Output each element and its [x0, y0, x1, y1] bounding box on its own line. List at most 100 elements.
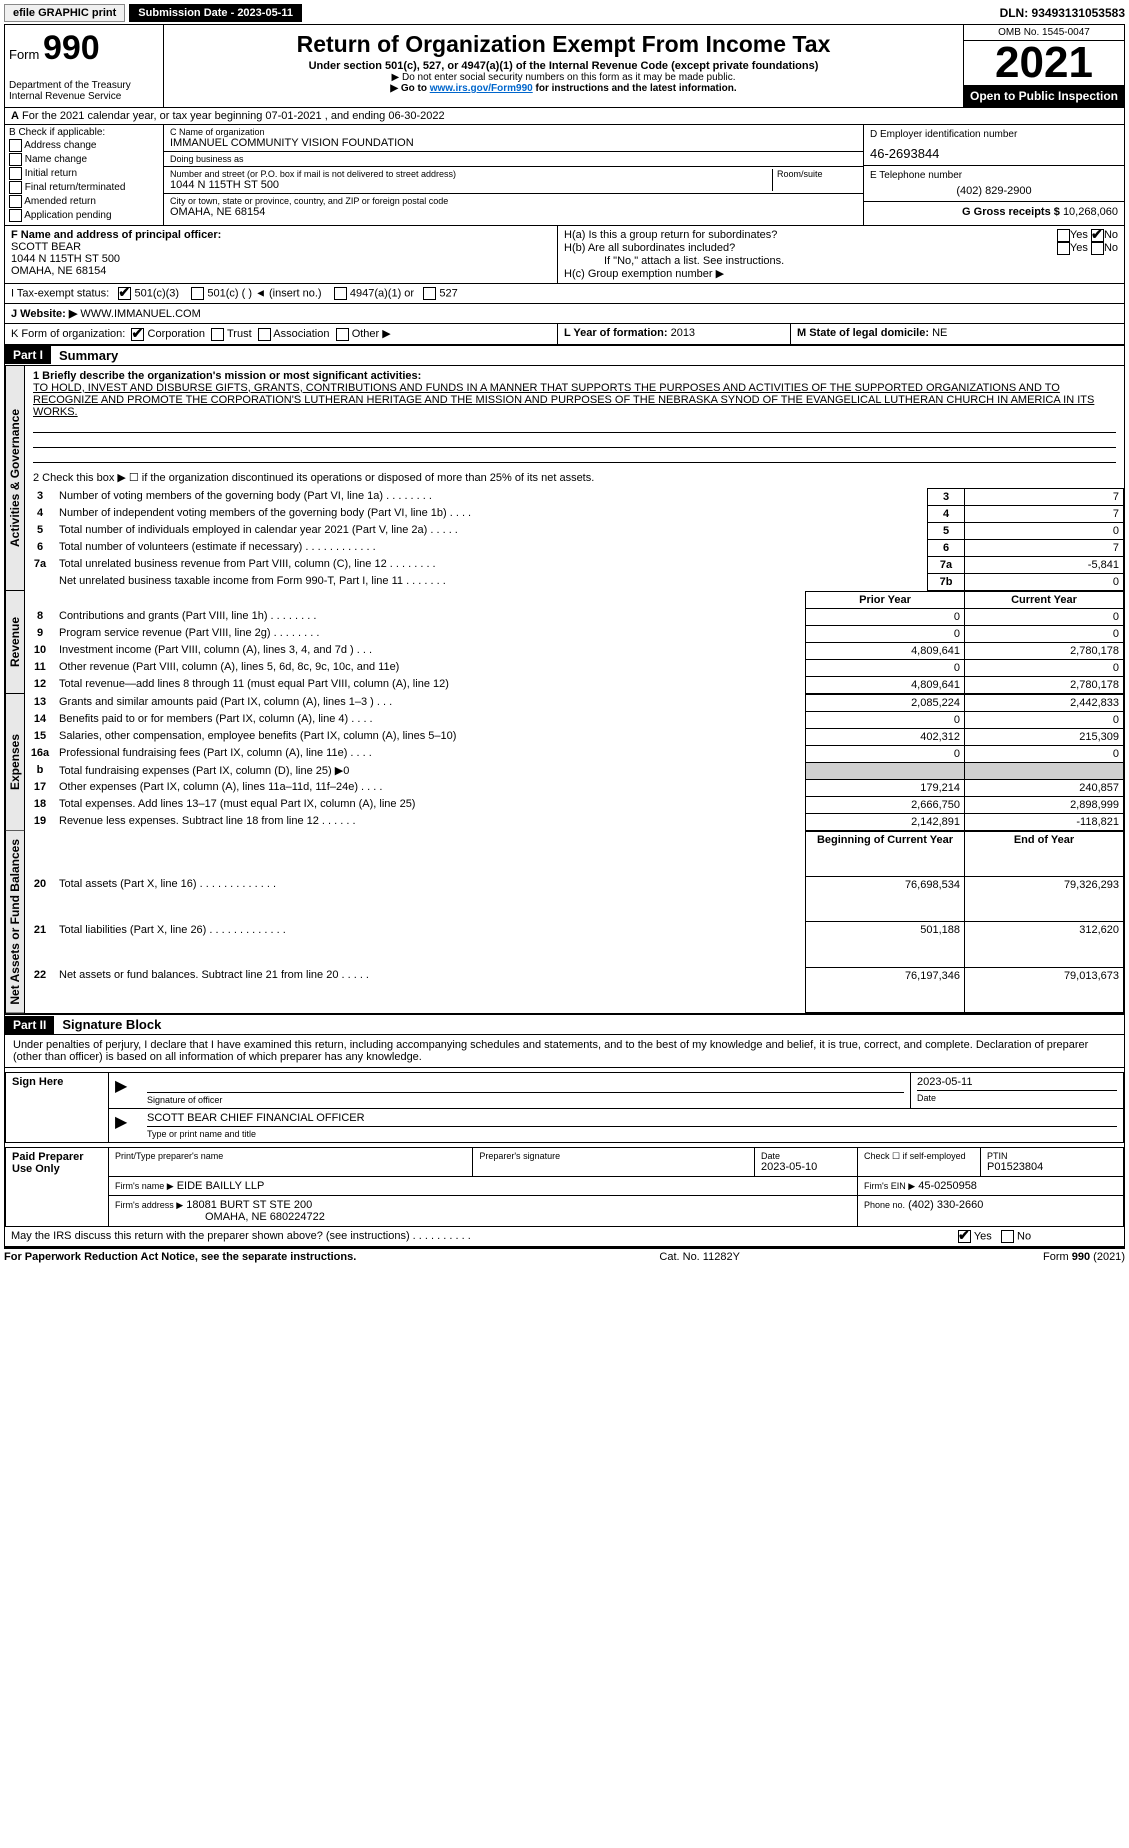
table-row: 10 Investment income (Part VIII, column …	[25, 642, 1124, 659]
subtitle-2a: ▶ Do not enter social security numbers o…	[172, 72, 955, 83]
website-value: WWW.IMMANUEL.COM	[80, 308, 200, 320]
checkbox-item[interactable]: Initial return	[9, 167, 159, 180]
tel-label: E Telephone number	[870, 170, 1118, 181]
table-row: 16a Professional fundraising fees (Part …	[25, 745, 1124, 762]
checkbox-item[interactable]: Application pending	[9, 209, 159, 222]
ha-yes: Yes	[1070, 229, 1088, 242]
prep-sig-label: Preparer's signature	[479, 1151, 748, 1161]
part1-body: Activities & Governance 1 Briefly descri…	[5, 366, 1124, 591]
table-row: b Total fundraising expenses (Part IX, c…	[25, 762, 1124, 779]
dba-label: Doing business as	[170, 154, 857, 164]
ein-label: D Employer identification number	[870, 129, 1118, 140]
501c3-checkbox[interactable]	[118, 287, 131, 300]
hb-yes-checkbox[interactable]	[1057, 242, 1070, 255]
firm-phone-label: Phone no.	[864, 1200, 905, 1210]
checkbox-item[interactable]: Name change	[9, 153, 159, 166]
form-id-box: Form 990 Department of the Treasury Inte…	[5, 25, 164, 107]
firm-addr-label: Firm's address ▶	[115, 1200, 183, 1210]
discuss-row: May the IRS discuss this return with the…	[5, 1227, 1124, 1248]
tax-status-label: I Tax-exempt status:	[11, 287, 109, 299]
dept-label: Department of the Treasury Internal Reve…	[9, 80, 159, 102]
hb-yes: Yes	[1070, 242, 1088, 255]
firm-phone: (402) 330-2660	[908, 1199, 983, 1211]
sign-date-label: Date	[917, 1093, 1117, 1103]
opt-other: Other ▶	[352, 328, 391, 340]
form-number: 990	[43, 29, 100, 67]
col-d-info: D Employer identification number 46-2693…	[863, 125, 1124, 225]
tab-expenses: Expenses	[5, 694, 25, 831]
discuss-yes-checkbox[interactable]	[958, 1230, 971, 1243]
mission-text: TO HOLD, INVEST AND DISBURSE GIFTS, GRAN…	[33, 382, 1116, 418]
row-a-period: A For the 2021 calendar year, or tax yea…	[5, 108, 1124, 125]
hb-no: No	[1104, 242, 1118, 255]
table-row: 9 Program service revenue (Part VIII, li…	[25, 625, 1124, 642]
prep-date-label: Date	[761, 1151, 851, 1161]
row-klm: K Form of organization: Corporation Trus…	[5, 324, 1124, 346]
other-checkbox[interactable]	[336, 328, 349, 341]
submission-date-button[interactable]: Submission Date - 2023-05-11	[129, 4, 302, 22]
firm-ein-label: Firm's EIN ▶	[864, 1181, 915, 1191]
ptin-label: PTIN	[987, 1151, 1117, 1161]
trust-checkbox[interactable]	[211, 328, 224, 341]
table-row: 4 Number of independent voting members o…	[25, 505, 1124, 522]
col-c-org-info: C Name of organization IMMANUEL COMMUNIT…	[164, 125, 863, 225]
table-row: 5 Total number of individuals employed i…	[25, 522, 1124, 539]
netassets-section: Net Assets or Fund Balances Beginning of…	[5, 831, 1124, 1016]
year-formation-label: L Year of formation:	[564, 327, 668, 339]
table-row: 7a Total unrelated business revenue from…	[25, 556, 1124, 573]
col-b-header: B Check if applicable:	[9, 127, 159, 138]
table-row: 21 Total liabilities (Part X, line 26) .…	[25, 922, 1124, 967]
preparer-left-label: Paid Preparer Use Only	[6, 1148, 109, 1227]
gross-value: 10,268,060	[1063, 206, 1118, 218]
state-domicile: NE	[932, 327, 947, 339]
addr-label: Number and street (or P.O. box if mail i…	[170, 169, 768, 179]
part1-title: Summary	[51, 346, 126, 365]
checkbox-item[interactable]: Address change	[9, 139, 159, 152]
part2-title: Signature Block	[54, 1015, 169, 1034]
opt-527: 527	[439, 287, 457, 299]
527-checkbox[interactable]	[423, 287, 436, 300]
city-value: OMAHA, NE 68154	[170, 206, 857, 218]
hb-note: If "No," attach a list. See instructions…	[564, 255, 1118, 267]
year-box: OMB No. 1545-0047 2021 Open to Public In…	[963, 25, 1124, 107]
ein-value: 46-2693844	[870, 146, 1118, 161]
corp-checkbox[interactable]	[131, 328, 144, 341]
org-name: IMMANUEL COMMUNITY VISION FOUNDATION	[170, 137, 857, 149]
officer-addr1: 1044 N 115TH ST 500	[11, 253, 551, 265]
assoc-checkbox[interactable]	[258, 328, 271, 341]
table-row: 8 Contributions and grants (Part VIII, l…	[25, 608, 1124, 625]
501c-checkbox[interactable]	[191, 287, 204, 300]
discuss-no-checkbox[interactable]	[1001, 1230, 1014, 1243]
opt-501c3: 501(c)(3)	[134, 287, 179, 299]
sign-date: 2023-05-11	[917, 1076, 1117, 1088]
printed-name-label: Type or print name and title	[147, 1129, 1117, 1139]
firm-addr1: 18081 BURT ST STE 200	[186, 1199, 312, 1211]
ha-no-checkbox[interactable]	[1091, 229, 1104, 242]
discuss-no: No	[1017, 1231, 1031, 1243]
tab-governance: Activities & Governance	[5, 366, 25, 591]
opt-assoc: Association	[273, 328, 329, 340]
opt-trust: Trust	[227, 328, 252, 340]
ha-label: H(a) Is this a group return for subordin…	[564, 229, 1057, 242]
4947-checkbox[interactable]	[334, 287, 347, 300]
hb-label: H(b) Are all subordinates included?	[564, 242, 1057, 255]
table-row: 13 Grants and similar amounts paid (Part…	[25, 694, 1124, 711]
checkbox-item[interactable]: Amended return	[9, 195, 159, 208]
table-row: 22 Net assets or fund balances. Subtract…	[25, 967, 1124, 1012]
checkbox-item[interactable]: Final return/terminated	[9, 181, 159, 194]
city-label: City or town, state or province, country…	[170, 196, 857, 206]
table-row: Net unrelated business taxable income fr…	[25, 573, 1124, 590]
q1-label: 1 Briefly describe the organization's mi…	[33, 370, 1116, 382]
irs-link[interactable]: www.irs.gov/Form990	[430, 83, 533, 94]
preparer-table: Paid Preparer Use Only Print/Type prepar…	[5, 1147, 1124, 1227]
open-to-public: Open to Public Inspection	[964, 85, 1124, 107]
efile-print-button[interactable]: efile GRAPHIC print	[4, 4, 125, 22]
ha-yes-checkbox[interactable]	[1057, 229, 1070, 242]
firm-addr2: OMAHA, NE 680224722	[115, 1211, 325, 1223]
revenue-table: Prior Year Current Year8 Contributions a…	[25, 591, 1124, 694]
firm-name: EIDE BAILLY LLP	[177, 1180, 265, 1192]
hb-no-checkbox[interactable]	[1091, 242, 1104, 255]
year-formation: 2013	[671, 327, 695, 339]
title-box: Return of Organization Exempt From Incom…	[164, 25, 963, 107]
website-label: J Website: ▶	[11, 308, 77, 320]
